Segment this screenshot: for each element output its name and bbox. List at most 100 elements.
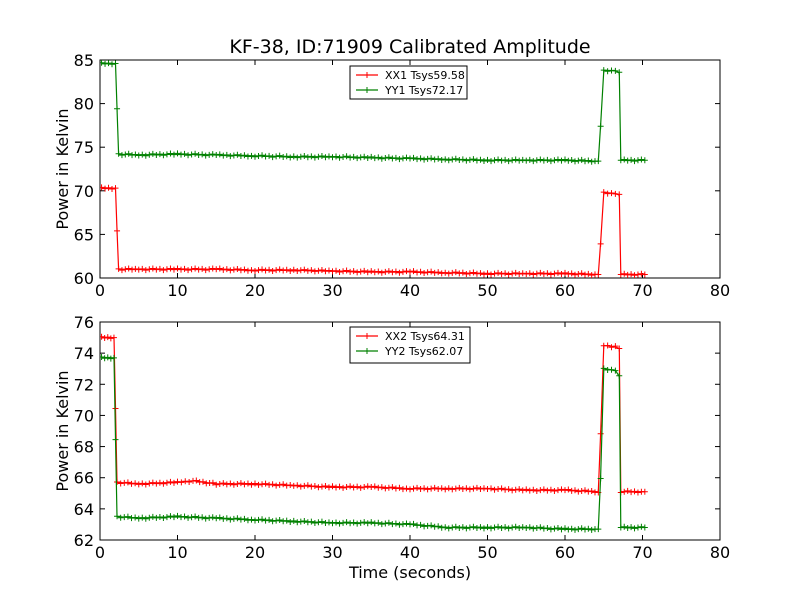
data-point-marker — [414, 156, 421, 163]
data-point-marker — [600, 189, 607, 196]
data-point-marker — [554, 487, 561, 494]
legend-box — [349, 65, 468, 100]
data-point-marker — [463, 485, 470, 492]
data-point-marker — [114, 478, 121, 485]
data-point-marker — [255, 152, 262, 159]
data-point-marker — [385, 268, 392, 275]
data-point-marker — [129, 266, 136, 273]
x-tick-label: 0 — [95, 543, 105, 562]
data-point-marker — [452, 269, 459, 276]
data-point-marker — [276, 152, 283, 159]
data-point-marker — [153, 152, 160, 159]
data-point-marker — [421, 485, 428, 492]
data-point-marker — [142, 515, 149, 522]
data-point-marker — [216, 480, 223, 487]
data-point-marker — [616, 69, 623, 76]
data-point-marker — [139, 480, 146, 487]
data-point-marker — [516, 524, 523, 531]
data-point-marker — [167, 478, 174, 485]
data-point-marker — [631, 158, 638, 165]
data-point-marker — [343, 153, 350, 160]
data-point-marker — [311, 154, 318, 161]
data-point-marker — [206, 151, 213, 158]
data-point-marker — [234, 515, 241, 522]
data-point-marker — [107, 355, 114, 362]
data-point-marker — [410, 520, 417, 527]
bottom-subplot: 0 10 20 30 40 50 60 70 80 62 64 66 68 70 72 74 76 Power i… — [53, 313, 730, 582]
data-point-marker — [516, 486, 523, 493]
data-point-marker — [178, 151, 185, 158]
data-point-marker — [480, 158, 487, 165]
data-point-marker — [121, 514, 128, 521]
data-point-marker — [185, 267, 192, 274]
data-point-marker — [512, 486, 519, 493]
data-point-marker — [368, 268, 375, 275]
data-point-marker — [287, 518, 294, 525]
data-point-marker — [199, 478, 206, 485]
data-point-marker — [631, 525, 638, 532]
data-point-marker — [230, 515, 237, 522]
data-point-marker — [624, 487, 631, 494]
data-point-marker — [600, 67, 607, 74]
data-point-marker — [110, 334, 117, 341]
data-point-marker — [188, 151, 195, 158]
data-point-marker — [396, 484, 403, 491]
data-point-marker — [558, 526, 565, 533]
data-point-marker — [421, 270, 428, 277]
data-point-marker — [604, 342, 611, 349]
data-point-marker — [354, 155, 361, 162]
data-point-marker — [182, 478, 189, 485]
data-point-marker — [241, 515, 248, 522]
data-point-marker — [273, 482, 280, 489]
data-point-marker — [170, 266, 177, 273]
data-point-marker — [234, 480, 241, 487]
data-point-marker — [612, 343, 619, 350]
data-point-marker — [209, 514, 216, 521]
data-point-marker — [318, 266, 325, 273]
data-point-marker — [364, 483, 371, 490]
data-point-marker — [641, 488, 648, 495]
data-point-marker — [287, 267, 294, 274]
data-point-marker — [153, 514, 160, 521]
data-point-marker — [554, 269, 561, 276]
data-point-marker — [149, 265, 156, 272]
y-tick-label: 80 — [74, 95, 94, 114]
data-point-marker — [624, 524, 631, 531]
data-point-marker — [595, 271, 602, 278]
data-point-marker — [533, 524, 540, 531]
data-point-marker — [533, 157, 540, 164]
data-point-marker — [146, 480, 153, 487]
data-point-marker — [628, 489, 635, 496]
data-point-marker — [523, 524, 530, 531]
data-point-marker — [491, 270, 498, 277]
data-point-marker — [163, 266, 170, 273]
data-point-marker — [417, 521, 424, 528]
data-point-marker — [336, 268, 343, 275]
data-point-marker — [385, 484, 392, 491]
data-point-marker — [100, 354, 105, 361]
data-point-marker — [428, 522, 435, 529]
data-point-marker — [100, 184, 105, 191]
data-point-marker — [220, 266, 227, 273]
data-point-marker — [213, 152, 220, 159]
data-point-marker — [505, 486, 512, 493]
data-point-marker — [195, 152, 202, 159]
data-point-marker — [403, 520, 410, 527]
data-point-marker — [252, 480, 258, 487]
data-point-marker — [244, 480, 251, 487]
data-point-marker — [315, 153, 322, 160]
data-point-marker — [575, 526, 582, 533]
data-point-marker — [519, 270, 526, 277]
data-point-marker — [340, 484, 347, 491]
data-point-marker — [276, 481, 283, 488]
data-point-marker — [473, 270, 480, 277]
data-point-marker — [146, 151, 153, 158]
data-point-marker — [634, 157, 641, 164]
data-point-marker — [128, 515, 135, 522]
data-point-marker — [209, 151, 216, 158]
data-point-marker — [301, 482, 308, 489]
data-point-marker — [470, 523, 477, 530]
data-point-marker — [163, 479, 170, 486]
data-point-marker — [199, 514, 206, 521]
data-point-marker — [163, 151, 170, 158]
